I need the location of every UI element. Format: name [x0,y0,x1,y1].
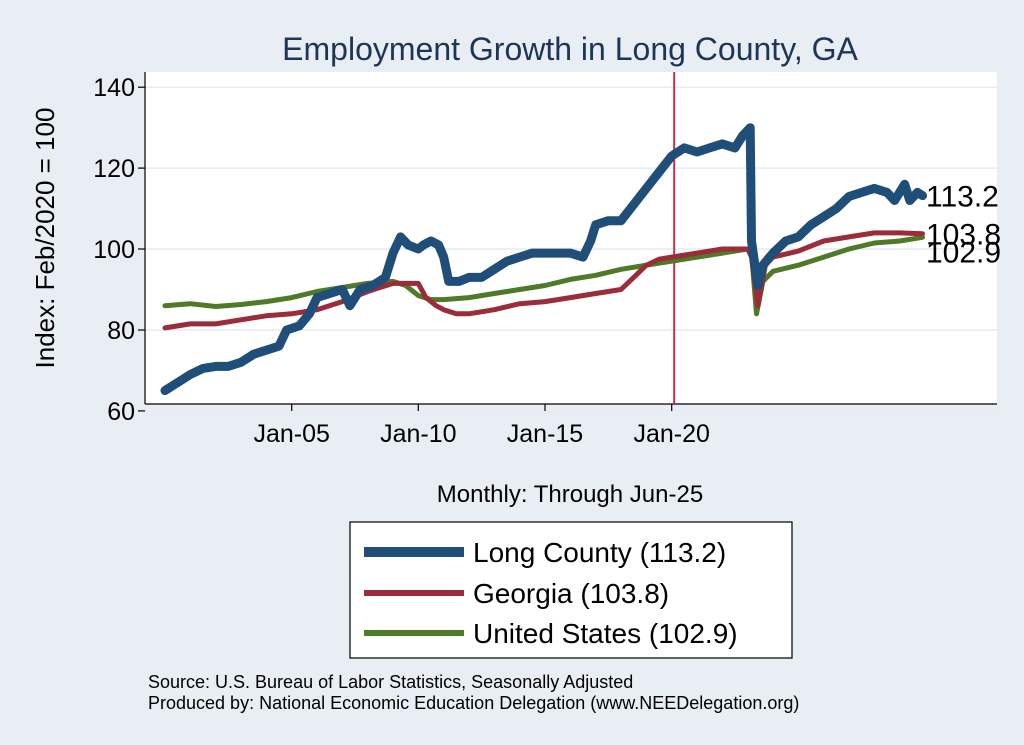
y-tick-label-100: 100 [93,236,135,264]
end-value-label-long-county: 113.2 [926,181,999,214]
y-tick-label-120: 120 [93,155,135,183]
y-tick-label-60: 60 [107,398,135,426]
x-axis-title: Monthly: Through Jun-25 [437,481,703,508]
end-value-label-georgia: 103.8 [926,219,1001,252]
source-note: Source: U.S. Bureau of Labor Statistics,… [148,672,633,692]
legend-label-united-states: United States (102.9) [473,618,738,649]
legend-label-long-county: Long County (113.2) [473,537,726,568]
series-lines [160,123,927,396]
producer-note: Produced by: National Economic Education… [148,693,799,713]
series-line-long-county [160,123,927,396]
chart-title: Employment Growth in Long County, GA [282,31,858,67]
series-line-united-states [162,234,925,317]
x-tick-label-3: Jan-20 [633,420,709,448]
x-tick-label-2: Jan-15 [507,420,583,448]
y-tick-label-140: 140 [93,74,135,102]
end-value-label-united-states: 102.9 [926,237,1001,270]
x-tick-label-1: Jan-10 [380,420,456,448]
x-axis-ticks: Jan-05 Jan-10 Jan-15 Jan-20 [253,404,710,448]
plot-area [145,72,997,404]
y-tick-label-80: 80 [107,317,135,345]
y-axis-ticks: 60 80 100 120 140 [93,74,145,426]
legend: Long County (113.2) Georgia (103.8) Unit… [349,521,793,659]
x-tick-label-0: Jan-05 [253,420,329,448]
legend-label-georgia: Georgia (103.8) [473,578,669,609]
y-axis-title: Index: Feb/2020 = 100 [30,108,60,369]
